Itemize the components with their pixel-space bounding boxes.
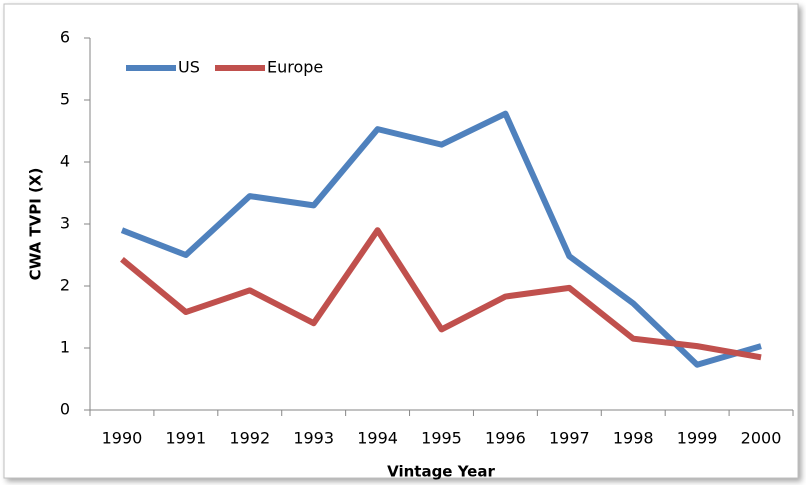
chart-frame <box>3 3 799 479</box>
series-line <box>120 110 762 368</box>
y-tick-label: 1 <box>60 338 70 357</box>
x-tick-label: 1990 <box>102 429 143 448</box>
legend-label: US <box>178 58 200 77</box>
y-tick-label: 6 <box>60 28 70 47</box>
x-tick-label: 1995 <box>421 429 462 448</box>
y-tick-label: 0 <box>60 400 70 419</box>
x-tick-label: 1992 <box>229 429 270 448</box>
y-axis-label: CWA TVPI (X) <box>27 168 45 281</box>
x-tick-label: 1991 <box>166 429 207 448</box>
x-tick-label: 1997 <box>549 429 590 448</box>
y-tick-label: 5 <box>60 90 70 109</box>
series-line <box>120 227 762 361</box>
x-axis-label: Vintage Year <box>387 463 495 481</box>
y-tick-label: 4 <box>60 152 70 171</box>
x-tick-label: 1993 <box>293 429 334 448</box>
x-tick-label: 2000 <box>741 429 782 448</box>
x-tick-label: 1994 <box>357 429 398 448</box>
x-tick-label: 1999 <box>677 429 718 448</box>
legend-label: Europe <box>267 58 323 77</box>
x-tick-label: 1996 <box>485 429 526 448</box>
y-tick-label: 3 <box>60 214 70 233</box>
y-tick-label: 2 <box>60 276 70 295</box>
x-tick-label: 1998 <box>613 429 654 448</box>
